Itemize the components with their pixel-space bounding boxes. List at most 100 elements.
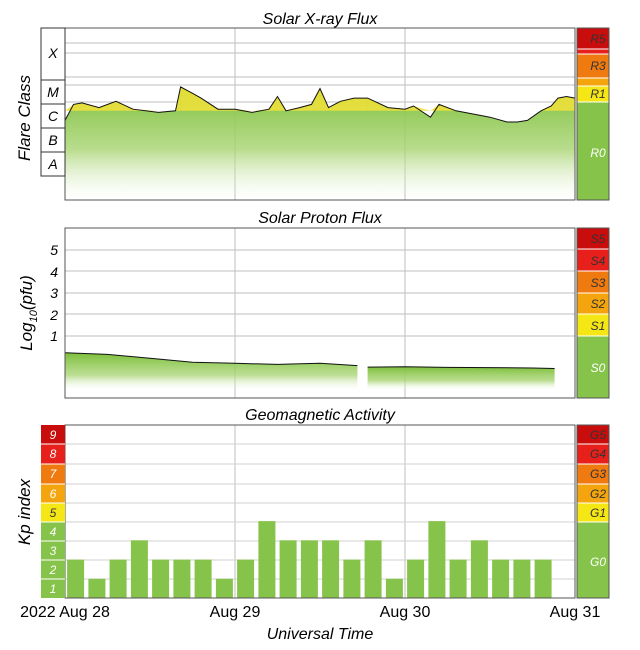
scale-s1-box xyxy=(577,314,609,336)
scale-r4-box xyxy=(577,49,609,54)
xray-flare-segment xyxy=(311,88,320,111)
kp-left-scale: 9 8 7 6 5 4 3 2 1 xyxy=(41,425,65,598)
scale-s3-box xyxy=(577,271,609,293)
x-tick-aug-31: Aug 31 xyxy=(550,604,601,621)
kp-tick-3: 3 xyxy=(50,544,57,558)
proton-panel: Solar Proton Flux 1 2 3 4 5 Log10(pfu) xyxy=(17,210,610,399)
proton-y-axis-label: Log10(pfu) xyxy=(17,275,40,351)
kp-bar xyxy=(194,559,212,598)
x-axis-title: Universal Time xyxy=(267,626,374,643)
scale-g4-box xyxy=(577,444,609,464)
scale-s4-label: S4 xyxy=(591,254,606,268)
kp-bar xyxy=(258,521,276,598)
kp-tick-5: 5 xyxy=(50,506,57,520)
radio-blackout-scale: R5 R3 R1 R0 xyxy=(576,27,610,201)
geomagnetic-panel: Geomagnetic Activity xyxy=(15,407,610,599)
scale-g1-label: G1 xyxy=(590,506,606,520)
kp-bar xyxy=(385,578,403,598)
flare-class-x-box xyxy=(40,27,66,81)
scale-r3-box xyxy=(577,54,609,78)
proton-flux-series xyxy=(64,352,555,390)
x-tick-aug-28: 2022 Aug 28 xyxy=(20,604,110,621)
proton-tick-1: 1 xyxy=(50,328,58,344)
flare-class-a-label: A xyxy=(47,156,57,172)
xray-title: Solar X-ray Flux xyxy=(263,11,379,28)
kp-bar xyxy=(237,559,255,598)
proton-tick-2: 2 xyxy=(49,307,58,323)
scale-s1-label: S1 xyxy=(591,319,606,333)
xray-flare-segment xyxy=(82,102,99,111)
xray-flare-segment xyxy=(180,86,193,111)
kp-y-axis-label: Kp index xyxy=(15,478,34,545)
kp-bar xyxy=(152,559,170,598)
kp-5-box xyxy=(41,503,65,522)
xray-flare-segment xyxy=(192,93,201,111)
xray-flare-segment xyxy=(328,101,341,111)
scale-s0-box xyxy=(577,336,609,398)
scale-g0-box xyxy=(577,522,609,598)
kp-bar xyxy=(407,559,425,598)
kp-bar-series xyxy=(67,521,552,598)
xray-flare-segment xyxy=(430,104,439,111)
flare-class-c-label: C xyxy=(48,108,59,124)
kp-bar xyxy=(173,559,191,598)
flare-class-m-box xyxy=(40,79,66,105)
kp-bar xyxy=(534,559,552,598)
kp-bar xyxy=(470,540,488,598)
flare-class-axis: X M C B A xyxy=(40,27,66,177)
kp-bar xyxy=(428,521,446,598)
scale-g1-box xyxy=(577,503,609,522)
scale-r1-label: R1 xyxy=(590,87,605,101)
kp-tick-7: 7 xyxy=(50,467,58,481)
kp-bar xyxy=(364,540,382,598)
scale-r3-label: R3 xyxy=(590,59,606,73)
kp-bar xyxy=(215,578,233,598)
scale-s0-label: S0 xyxy=(591,361,606,375)
scale-g2-label: G2 xyxy=(590,487,606,501)
scale-g3-box xyxy=(577,464,609,484)
kp-bar xyxy=(130,540,148,598)
xray-flare-segment xyxy=(558,96,567,111)
kp-bar xyxy=(449,559,467,598)
kp-tick-1: 1 xyxy=(50,582,57,596)
xray-flare-segment xyxy=(299,104,312,111)
flare-class-m-label: M xyxy=(47,84,59,100)
scale-r0-box xyxy=(577,102,609,200)
flare-class-c-box xyxy=(40,103,66,129)
kp-bar xyxy=(67,559,85,598)
kp-tick-6: 6 xyxy=(50,487,57,501)
kp-bar xyxy=(279,540,297,598)
kp-bar xyxy=(513,559,531,598)
scale-s3-label: S3 xyxy=(591,276,606,290)
scale-g4-label: G4 xyxy=(590,447,606,461)
proton-tick-3: 3 xyxy=(50,285,58,301)
xray-flare-segment xyxy=(551,98,558,111)
scale-r0-label: R0 xyxy=(590,146,606,160)
x-tick-aug-30: Aug 30 xyxy=(380,604,431,621)
xray-flare-segment xyxy=(413,106,431,111)
proton-plot-frame xyxy=(64,227,576,399)
x-tick-aug-29: Aug 29 xyxy=(210,604,261,621)
kp-tick-8: 8 xyxy=(50,447,57,461)
xray-y-axis-label: Flare Class xyxy=(15,75,34,161)
xray-flare-segment xyxy=(566,96,575,111)
kp-7-box xyxy=(41,464,65,484)
xray-flux-fill xyxy=(65,86,575,200)
xray-flux-line xyxy=(64,86,576,123)
proton-flux-fill xyxy=(367,366,555,390)
x-axis: 2022 Aug 28 Aug 29 Aug 30 Aug 31 Univers… xyxy=(20,604,600,643)
kp-bar xyxy=(300,540,318,598)
proton-y-ticks: 1 2 3 4 5 xyxy=(49,242,58,344)
kp-grid xyxy=(65,425,575,598)
scale-g0-label: G0 xyxy=(590,555,606,569)
proton-title: Solar Proton Flux xyxy=(258,210,383,227)
scale-s2-box xyxy=(577,293,609,314)
scale-g5-label: G5 xyxy=(590,428,606,442)
scale-s4-box xyxy=(577,249,609,271)
scale-s2-label: S2 xyxy=(591,297,606,311)
radiation-storm-scale: S5 S4 S3 S2 S1 S0 xyxy=(576,227,610,399)
kp-tick-4: 4 xyxy=(50,525,57,539)
kp-bar xyxy=(88,578,106,598)
